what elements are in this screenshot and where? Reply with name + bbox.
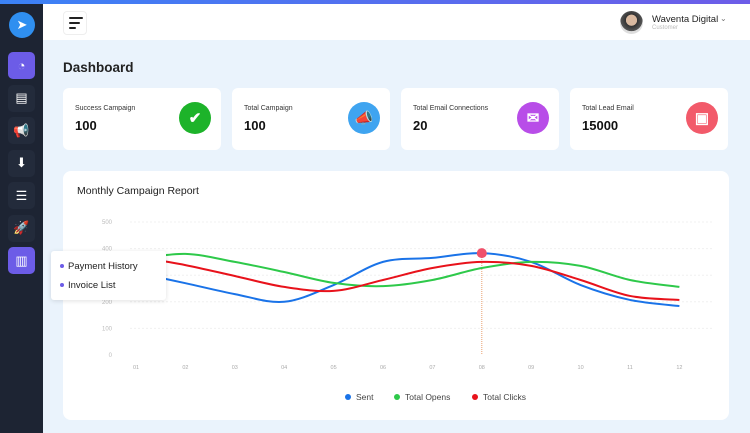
user-name[interactable]: Waventa Digital [652,14,719,25]
x-tick-label: 02 [182,365,188,371]
series-line-total-clicks [135,255,680,301]
stat-card[interactable]: Total Email Connections 20 ✉ [401,88,559,150]
sidebar-item-billing[interactable]: ▥ [8,247,35,274]
avatar[interactable] [620,11,643,34]
legend-swatch [345,394,351,400]
legend-label: Total Opens [405,392,451,402]
user-role: Customer [652,25,679,31]
stat-label: Total Lead Email [582,105,634,112]
check-icon: ✔ [179,102,211,134]
sidebar-item-lists[interactable]: ☰ [8,182,35,209]
legend-label: Sent [356,392,374,402]
stat-card[interactable]: Success Campaign 100 ✔ [63,88,221,150]
menu-toggle-button[interactable] [63,11,87,35]
stat-label: Total Email Connections [413,105,489,112]
page-title: Dashboard [63,60,134,75]
sidebar-item-launch[interactable]: 🚀 [8,214,35,242]
highlight-marker [476,248,487,259]
envelope-icon: ✉ [517,102,549,134]
legend-item[interactable]: Total Opens [394,392,450,402]
y-tick-label: 500 [102,220,113,226]
sidebar-item-inbox[interactable]: ⬇ [8,149,35,177]
header: Waventa Digital Customer ⌄ [43,4,750,40]
checklist-icon: ☰ [15,187,28,203]
x-tick-label: 06 [380,365,386,371]
receipt-icon: ▥ [15,252,28,268]
x-tick-label: 11 [627,365,633,371]
megaphone-icon: 📣 [348,102,380,134]
y-tick-label: 0 [109,353,113,359]
x-tick-label: 08 [479,365,485,371]
stat-value: 100 [75,118,97,133]
stat-value: 20 [413,118,428,133]
legend-item[interactable]: Total Clicks [472,392,526,402]
y-tick-label: 100 [102,326,113,332]
document-icon: ▣ [686,102,718,134]
x-tick-label: 10 [578,365,584,371]
inbox-icon: ⬇ [16,155,27,170]
x-tick-label: 09 [528,365,534,371]
legend-swatch [394,394,400,400]
sidebar: ➤ ◔ ▤ 📢 ⬇ ☰ 🚀 ▥ [0,4,43,433]
series-line-sent [135,252,680,308]
pie-chart-icon: ◔ [17,58,26,73]
stat-value: 100 [244,118,266,133]
legend-item[interactable]: Sent [345,392,374,402]
x-tick-label: 07 [429,365,435,371]
chevron-down-icon[interactable]: ⌄ [720,14,727,23]
legend-swatch [472,394,478,400]
menu-item-payment-history[interactable]: Payment History [60,261,138,272]
x-tick-label: 03 [232,365,238,371]
series-line-total-opens [135,252,680,288]
chat-icon: ▤ [15,90,28,105]
stat-card[interactable]: Total Lead Email 15000 ▣ [570,88,728,150]
stat-value: 15000 [582,118,619,133]
sidebar-item-messages[interactable]: ▤ [8,84,35,112]
y-tick-label: 200 [102,300,113,306]
y-tick-label: 400 [102,247,113,253]
top-accent-bar [0,0,750,4]
x-tick-label: 12 [676,365,682,371]
stat-card[interactable]: Total Campaign 100 📣 [232,88,390,150]
sidebar-item-dashboard[interactable]: ◔ [8,52,35,79]
megaphone-icon: 📢 [13,122,30,138]
x-tick-label: 05 [331,365,337,371]
sidebar-item-campaigns[interactable]: 📢 [8,117,35,144]
x-tick-label: 01 [133,365,139,371]
legend-label: Total Clicks [483,392,526,402]
paper-plane-logo-icon[interactable]: ➤ [9,12,35,38]
x-tick-label: 04 [281,365,287,371]
menu-item-invoice-list[interactable]: Invoice List [60,280,116,291]
stat-label: Total Campaign [244,105,293,112]
stat-label: Success Campaign [75,105,136,112]
chart-title: Monthly Campaign Report [77,185,199,197]
rocket-icon: 🚀 [13,220,30,235]
billing-submenu: Payment History Invoice List [51,251,166,300]
chart-panel [63,171,729,420]
